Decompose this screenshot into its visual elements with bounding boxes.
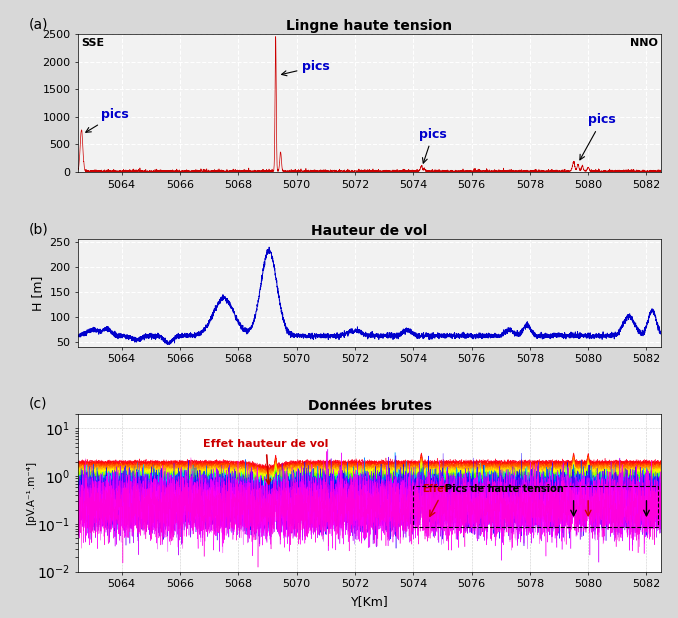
Text: Effet hauteur de vol: Effet hauteur de vol: [203, 439, 329, 484]
Title: Lingne haute tension: Lingne haute tension: [286, 19, 453, 33]
Y-axis label: [pV.A⁻¹.m⁻⁴]: [pV.A⁻¹.m⁻⁴]: [26, 461, 36, 525]
Text: (a): (a): [28, 17, 48, 32]
Text: SSE: SSE: [81, 38, 104, 48]
Text: NNO: NNO: [631, 38, 658, 48]
Text: Pics de haute tension: Pics de haute tension: [445, 484, 564, 494]
Text: pics: pics: [281, 60, 330, 76]
Title: Données brutes: Données brutes: [308, 399, 431, 413]
Text: Effet: Effet: [422, 484, 448, 494]
Text: (b): (b): [28, 223, 48, 237]
X-axis label: Y[Km]: Y[Km]: [351, 595, 388, 608]
Text: pics: pics: [86, 108, 129, 132]
Bar: [414, 486, 658, 527]
Title: Hauteur de vol: Hauteur de vol: [311, 224, 428, 238]
Text: (c): (c): [28, 397, 47, 411]
Text: pics: pics: [580, 113, 616, 160]
Text: pics: pics: [419, 128, 447, 163]
Y-axis label: H [m]: H [m]: [31, 275, 43, 311]
